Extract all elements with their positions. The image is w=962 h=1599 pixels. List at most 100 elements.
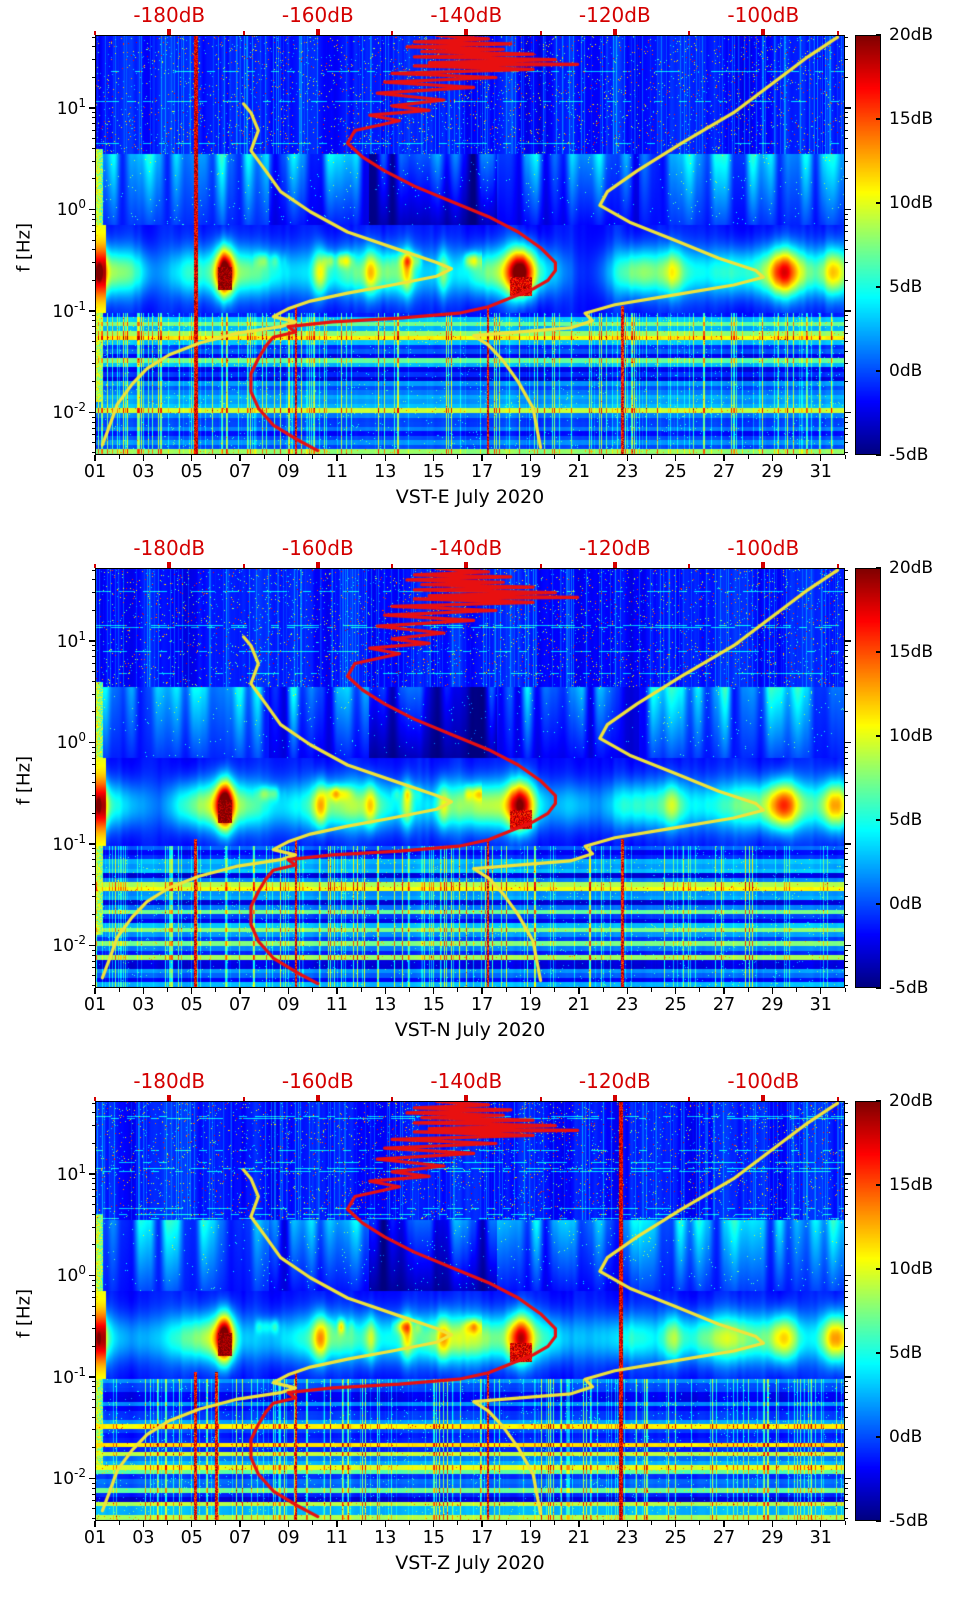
x-tick-label: 31 [809, 1528, 832, 1548]
x-axis-minor-tick [747, 988, 749, 992]
top-axis-label: -120dB [578, 536, 651, 560]
y-axis-tick-right [845, 1274, 851, 1277]
x-tick-label: 21 [567, 995, 590, 1015]
plot-area [95, 35, 845, 455]
x-tick-label: 19 [519, 462, 542, 482]
y-axis-minor-tick-right [845, 954, 848, 956]
x-axis-minor-tick [796, 988, 798, 992]
x-tick-label: 15 [422, 1528, 445, 1548]
x-axis-tick [336, 455, 338, 461]
top-axis-label: -160dB [281, 3, 354, 27]
y-axis-minor-tick-right [845, 332, 848, 334]
x-tick-label: 31 [809, 995, 832, 1015]
x-tick-label: 29 [761, 995, 784, 1015]
x-axis-minor-tick [844, 988, 846, 992]
x-axis-tick [433, 455, 435, 461]
x-axis-tick [820, 1521, 822, 1527]
colorbar-tick-label: 5dB [889, 1343, 923, 1363]
y-tick-label: 101 [56, 629, 86, 652]
y-axis-minor-tick-right [845, 218, 848, 220]
colorbar-tick-label: 20dB [889, 25, 934, 45]
x-axis-tick [191, 988, 193, 994]
x-axis-minor-tick [263, 1521, 265, 1525]
colorbar-tick-label: 5dB [889, 277, 923, 297]
psd-curves-overlay [95, 1101, 845, 1521]
x-tick-label: 27 [712, 462, 736, 482]
x-axis-tick [384, 455, 386, 461]
x-axis-minor-tick [312, 455, 314, 459]
y-axis-minor-tick-right [845, 326, 848, 328]
colorbar-tick-label: 20dB [889, 558, 934, 578]
y-axis-minor-tick-right [845, 1406, 848, 1408]
top-axis-label: -180dB [133, 1069, 206, 1093]
psd-curves-overlay [95, 35, 845, 455]
x-tick-label: 11 [325, 462, 349, 482]
y-axis-minor-tick-right [845, 967, 848, 969]
x-tick-label: 15 [422, 995, 445, 1015]
top-axis-label: -120dB [578, 1069, 651, 1093]
x-axis-minor-tick [167, 455, 169, 459]
y-axis-minor-tick-right [845, 249, 848, 251]
x-tick-label: 17 [470, 1528, 494, 1548]
y-axis-minor-tick-right [845, 1189, 848, 1191]
x-axis-minor-tick [844, 455, 846, 459]
x-tick-label: 15 [422, 462, 445, 482]
x-axis-tick [626, 1521, 628, 1527]
y-axis-minor-tick-right [845, 853, 848, 855]
x-axis-tick [191, 1521, 193, 1527]
x-axis-minor-tick [167, 988, 169, 992]
y-axis-minor-tick-right [845, 46, 848, 48]
x-axis-tick [481, 1521, 483, 1527]
top-axis-label: -120dB [578, 3, 651, 27]
x-axis-minor-tick [796, 455, 798, 459]
y-tick-label: 10-2 [52, 400, 86, 424]
x-axis-minor-tick [263, 988, 265, 992]
x-axis-tick [433, 988, 435, 994]
y-axis-minor-tick-right [845, 427, 848, 429]
x-axis-minor-tick [118, 1521, 120, 1525]
y-axis-minor-tick-right [845, 1305, 848, 1307]
y-axis-minor-tick-right [845, 279, 848, 281]
colorbar-tick-label: 15dB [889, 109, 934, 129]
x-axis-tick [239, 455, 241, 461]
y-axis-minor-tick-right [845, 865, 848, 867]
x-axis-tick [384, 1521, 386, 1527]
y-axis-minor-tick-right [845, 112, 848, 114]
y-axis-tick-right [845, 411, 851, 414]
y-axis-minor-tick-right [845, 416, 848, 418]
y-axis-minor-tick-right [845, 1297, 848, 1299]
y-axis-minor-tick-right [845, 262, 848, 264]
y-axis-minor-tick-right [845, 1328, 848, 1330]
y-tick-label: 10-1 [52, 832, 86, 855]
y-axis-minor-tick-right [845, 340, 848, 342]
x-axis-tick [433, 1521, 435, 1527]
x-axis-tick [384, 988, 386, 994]
x-axis-minor-tick [554, 988, 556, 992]
y-axis-minor-tick-right [845, 883, 848, 885]
colorbar-tick-label: 5dB [889, 810, 923, 830]
y-axis-minor-tick-right [845, 795, 848, 797]
y-axis-label: f [Hz] [13, 755, 35, 806]
psd-curves-overlay [95, 568, 845, 988]
top-axis-label: -100dB [727, 536, 800, 560]
x-axis-minor-tick [360, 988, 362, 992]
y-axis-minor-tick-right [845, 671, 848, 673]
y-axis-minor-tick-right [845, 224, 848, 226]
x-tick-label: 09 [277, 995, 300, 1015]
y-axis-minor-tick-right [845, 1178, 848, 1180]
y-axis-minor-tick-right [845, 147, 848, 149]
y-axis-minor-tick-right [845, 452, 848, 454]
y-axis-tick-right [845, 1173, 851, 1175]
y-axis-tick-right [845, 741, 851, 744]
x-axis-tick [723, 455, 725, 461]
x-tick-label: 07 [229, 995, 252, 1015]
y-tick-label: 101 [56, 1162, 86, 1185]
x-axis-minor-tick [796, 1521, 798, 1525]
x-tick-label: 01 [83, 995, 107, 1015]
x-axis-minor-tick [360, 455, 362, 459]
y-axis-minor-tick-right [845, 1416, 848, 1418]
x-axis-tick [529, 988, 532, 994]
x-tick-label: 09 [277, 1528, 300, 1548]
top-axis-label: -100dB [727, 3, 800, 27]
